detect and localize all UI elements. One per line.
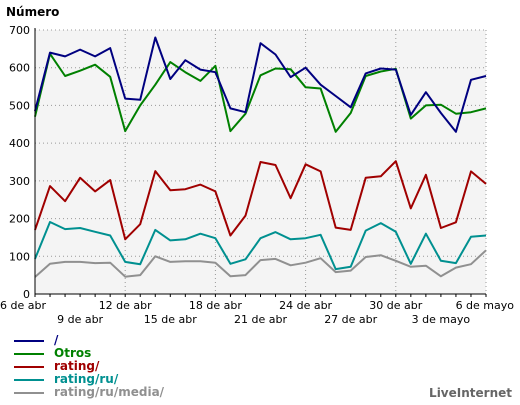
legend-label: rating/ru/media/ [54, 385, 165, 399]
series-line [34, 52, 487, 133]
x-tick-label: 6 de abr [0, 299, 46, 312]
legend-label: Otros [54, 346, 92, 360]
series-layer [34, 36, 487, 278]
legend-item: rating/ru/media/ [14, 386, 164, 399]
legend-item: / [14, 334, 164, 347]
x-tick-label: 18 de abr [189, 299, 242, 312]
x-tick-label: 24 de abr [279, 299, 332, 312]
x-tick-label: 30 de abr [369, 299, 422, 312]
legend-item: rating/ [14, 360, 164, 373]
legend-label: rating/ru/ [54, 372, 119, 386]
x-tick-label: 3 de mayo [412, 313, 471, 326]
legend-swatch [14, 391, 44, 394]
legend: / Otros rating/ rating/ru/ rating/ru/med… [14, 334, 164, 399]
y-tick-label: 700 [9, 24, 30, 37]
series-line [34, 160, 487, 241]
legend-swatch [14, 352, 44, 355]
series-line [34, 36, 487, 133]
brand-label: LiveInternet [429, 386, 512, 400]
series-line [34, 221, 487, 271]
x-tick-label: 12 de abr [99, 299, 152, 312]
legend-item: Otros [14, 347, 164, 360]
legend-label: rating/ [54, 359, 100, 373]
x-tick-label: 21 de abr [234, 313, 287, 326]
x-tick-label: 9 de abr [57, 313, 103, 326]
y-tick-label: 500 [9, 99, 30, 112]
x-tick-label: 15 de abr [144, 313, 197, 326]
legend-item: rating/ru/ [14, 373, 164, 386]
series-line [34, 249, 487, 278]
x-tick-label: 6 de mayo [456, 299, 515, 312]
y-tick-label: 600 [9, 62, 30, 75]
legend-swatch [14, 339, 44, 342]
y-tick-label: 300 [9, 175, 30, 188]
legend-label: / [54, 333, 59, 347]
y-tick-label: 400 [9, 137, 30, 150]
legend-swatch [14, 378, 44, 381]
y-tick-label: 200 [9, 213, 30, 226]
y-tick-label: 100 [9, 250, 30, 263]
chart-title: Número [6, 5, 59, 19]
y-tick-label: 0 [23, 288, 30, 301]
x-tick-label: 27 de abr [324, 313, 377, 326]
legend-swatch [14, 365, 44, 368]
